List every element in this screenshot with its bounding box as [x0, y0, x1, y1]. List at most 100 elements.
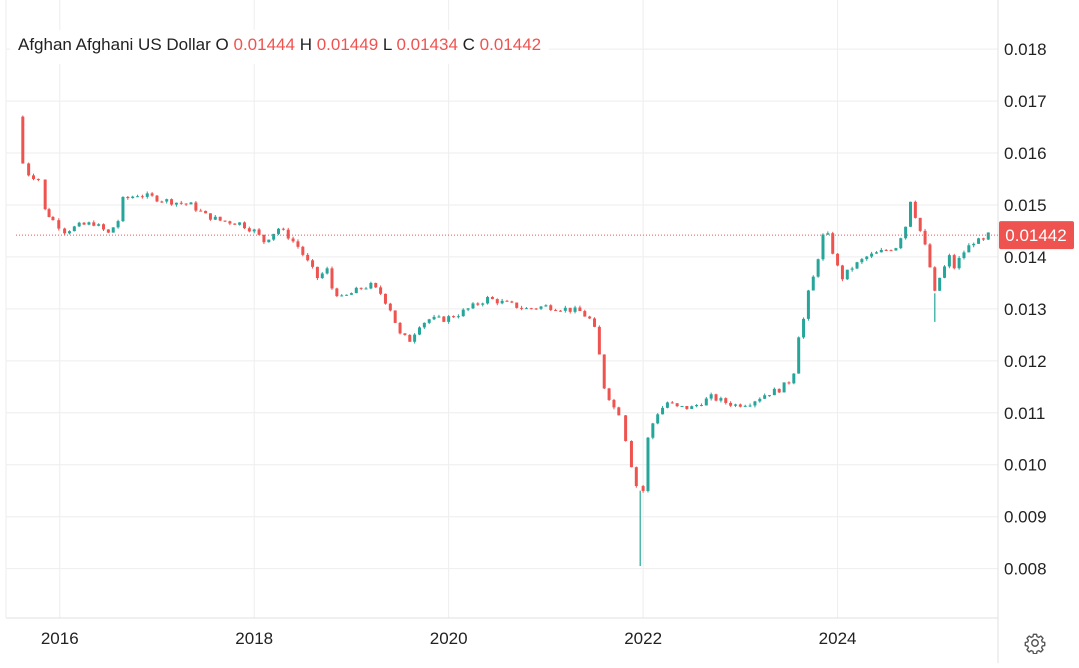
- candle-body: [539, 306, 543, 309]
- candle-body: [840, 265, 844, 280]
- candle-body: [369, 282, 373, 289]
- legend-open-value: 0.01444: [233, 35, 295, 54]
- candle-body: [646, 437, 650, 491]
- candle-body: [792, 373, 796, 384]
- candle-body: [349, 293, 353, 295]
- candle-body: [515, 302, 519, 308]
- candle-body: [709, 394, 713, 399]
- candle-body: [67, 231, 71, 234]
- candle-body: [403, 333, 407, 335]
- candle-body: [661, 407, 665, 415]
- candle-body: [500, 300, 504, 304]
- candle-body: [593, 318, 597, 327]
- candle-body: [602, 354, 606, 389]
- candle-body: [82, 222, 86, 225]
- candle-body: [466, 308, 470, 310]
- candle-body: [238, 222, 242, 225]
- candle-body: [904, 226, 908, 239]
- candle-body: [160, 201, 164, 203]
- candle-body: [170, 199, 174, 205]
- candle-body: [233, 223, 237, 225]
- x-tick-label: 2016: [41, 629, 79, 648]
- candle-body: [393, 310, 397, 323]
- candle-body: [855, 262, 859, 269]
- y-tick-label: 0.018: [1004, 40, 1047, 59]
- candle-body: [816, 259, 820, 277]
- candle-body: [72, 226, 76, 232]
- candle-body: [806, 290, 810, 319]
- candle-body: [204, 210, 208, 214]
- candle-body: [281, 228, 285, 230]
- candle-body: [179, 202, 183, 204]
- candle-body: [981, 238, 985, 240]
- candle-body: [408, 334, 412, 342]
- candle-body: [738, 404, 742, 407]
- candle-body: [675, 403, 679, 407]
- candle-body: [753, 401, 757, 406]
- candle-body: [699, 405, 703, 407]
- candle-body: [32, 175, 36, 180]
- candle-body: [228, 221, 232, 224]
- candle-body: [573, 307, 577, 312]
- candle-body: [27, 163, 31, 176]
- candle-body: [554, 310, 558, 312]
- candle-body: [374, 282, 378, 288]
- candle-body: [947, 255, 951, 267]
- ohlc-legend: Afghan Afghani US Dollar O 0.01444 H 0.0…: [10, 30, 550, 64]
- candle-body: [311, 260, 315, 267]
- candle-body: [432, 316, 436, 320]
- candle-body: [617, 407, 621, 416]
- candle-body: [189, 202, 193, 205]
- candle-body: [724, 398, 728, 403]
- candle-body: [77, 222, 81, 227]
- legend-close-label: C: [462, 35, 475, 54]
- candle-body: [768, 395, 772, 397]
- candle-body: [884, 249, 888, 251]
- candle-body: [607, 388, 611, 400]
- candle-body: [121, 196, 125, 222]
- candle-body: [379, 287, 383, 294]
- y-tick-label: 0.008: [1004, 560, 1047, 579]
- candle-body: [763, 395, 767, 399]
- candle-body: [136, 196, 140, 198]
- x-tick-label: 2024: [819, 629, 857, 648]
- candle-body: [733, 404, 737, 406]
- candle-body: [972, 243, 976, 246]
- candle-body: [899, 238, 903, 249]
- candle-body: [252, 229, 256, 232]
- candle-body: [417, 327, 421, 335]
- candle-body: [354, 287, 358, 294]
- candle-body: [874, 252, 878, 254]
- candle-body: [787, 382, 791, 384]
- candle-body: [656, 414, 660, 424]
- candle-body: [184, 203, 188, 205]
- candle-body: [247, 228, 251, 232]
- candle-body: [665, 402, 669, 408]
- candle-body: [267, 239, 271, 243]
- candle-body: [544, 305, 548, 307]
- candle-body: [583, 311, 587, 317]
- candle-body: [364, 288, 368, 290]
- candle-body: [301, 246, 305, 255]
- candle-body: [398, 322, 402, 334]
- candle-body: [476, 303, 480, 305]
- candle-body: [213, 216, 217, 220]
- candle-body: [155, 195, 159, 202]
- candle-body: [986, 232, 990, 240]
- candle-body: [150, 193, 154, 196]
- candle-body: [437, 316, 441, 318]
- candle-body: [325, 268, 329, 274]
- candle-body: [165, 199, 169, 202]
- candle-body: [296, 241, 300, 247]
- candle-body: [63, 228, 67, 234]
- candle-body: [126, 196, 130, 199]
- candle-body: [612, 399, 616, 408]
- candle-body: [568, 307, 572, 312]
- candle-body: [967, 245, 971, 253]
- candle-body: [957, 257, 961, 269]
- candle-body: [549, 305, 553, 311]
- candle-body: [490, 296, 494, 300]
- settings-gear-icon[interactable]: [1024, 632, 1046, 655]
- candle-body: [938, 277, 942, 291]
- candle-body: [908, 201, 912, 227]
